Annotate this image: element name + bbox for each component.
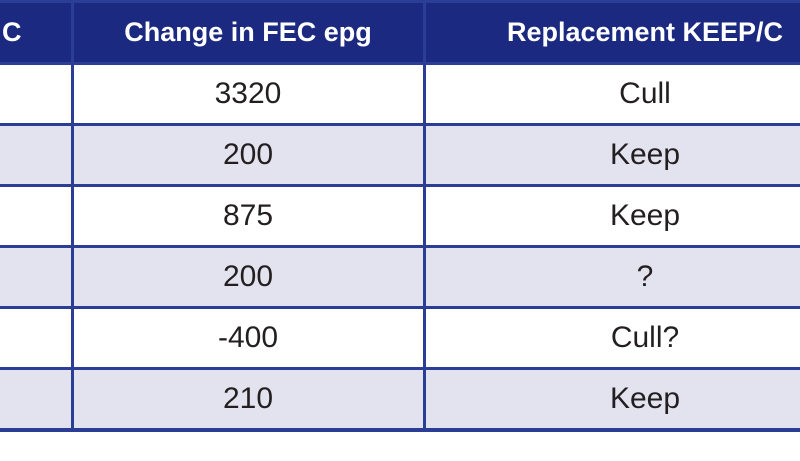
table-row: 3320 Cull xyxy=(0,62,800,126)
cell-replacement-decision: Cull? xyxy=(422,306,800,370)
fec-culling-table: C Change in FEC epg Replacement KEEP/C 3… xyxy=(0,0,800,432)
cell-left-truncated xyxy=(0,367,74,432)
cell-left-truncated xyxy=(0,184,74,248)
cell-replacement-decision: ? xyxy=(422,245,800,309)
table-row: -400 Cull? xyxy=(0,306,800,370)
table-body: 3320 Cull 200 Keep 875 Keep 200 ? -400 C… xyxy=(0,62,800,432)
cell-fec-change: 210 xyxy=(70,367,426,432)
cell-fec-change: 200 xyxy=(70,245,426,309)
cell-replacement-decision: Keep xyxy=(422,184,800,248)
cell-fec-change: 200 xyxy=(70,123,426,187)
table-header: C Change in FEC epg Replacement KEEP/C xyxy=(0,0,800,65)
table-row: 200 ? xyxy=(0,245,800,309)
cell-replacement-decision: Cull xyxy=(422,62,800,126)
cell-fec-change: -400 xyxy=(70,306,426,370)
table-row: 210 Keep xyxy=(0,367,800,432)
cell-replacement-decision: Keep xyxy=(422,123,800,187)
cell-left-truncated xyxy=(0,123,74,187)
cell-replacement-decision: Keep xyxy=(422,367,800,432)
cell-left-truncated xyxy=(0,245,74,309)
header-cell-replacement-keep-cull: Replacement KEEP/C xyxy=(422,0,800,65)
table-row: 200 Keep xyxy=(0,123,800,187)
cell-left-truncated xyxy=(0,306,74,370)
header-row: C Change in FEC epg Replacement KEEP/C xyxy=(0,0,800,65)
header-cell-change-in-fec-epg: Change in FEC epg xyxy=(70,0,426,65)
cell-fec-change: 3320 xyxy=(70,62,426,126)
cell-fec-change: 875 xyxy=(70,184,426,248)
header-cell-left-truncated: C xyxy=(0,0,74,65)
cell-left-truncated xyxy=(0,62,74,126)
table-row: 875 Keep xyxy=(0,184,800,248)
